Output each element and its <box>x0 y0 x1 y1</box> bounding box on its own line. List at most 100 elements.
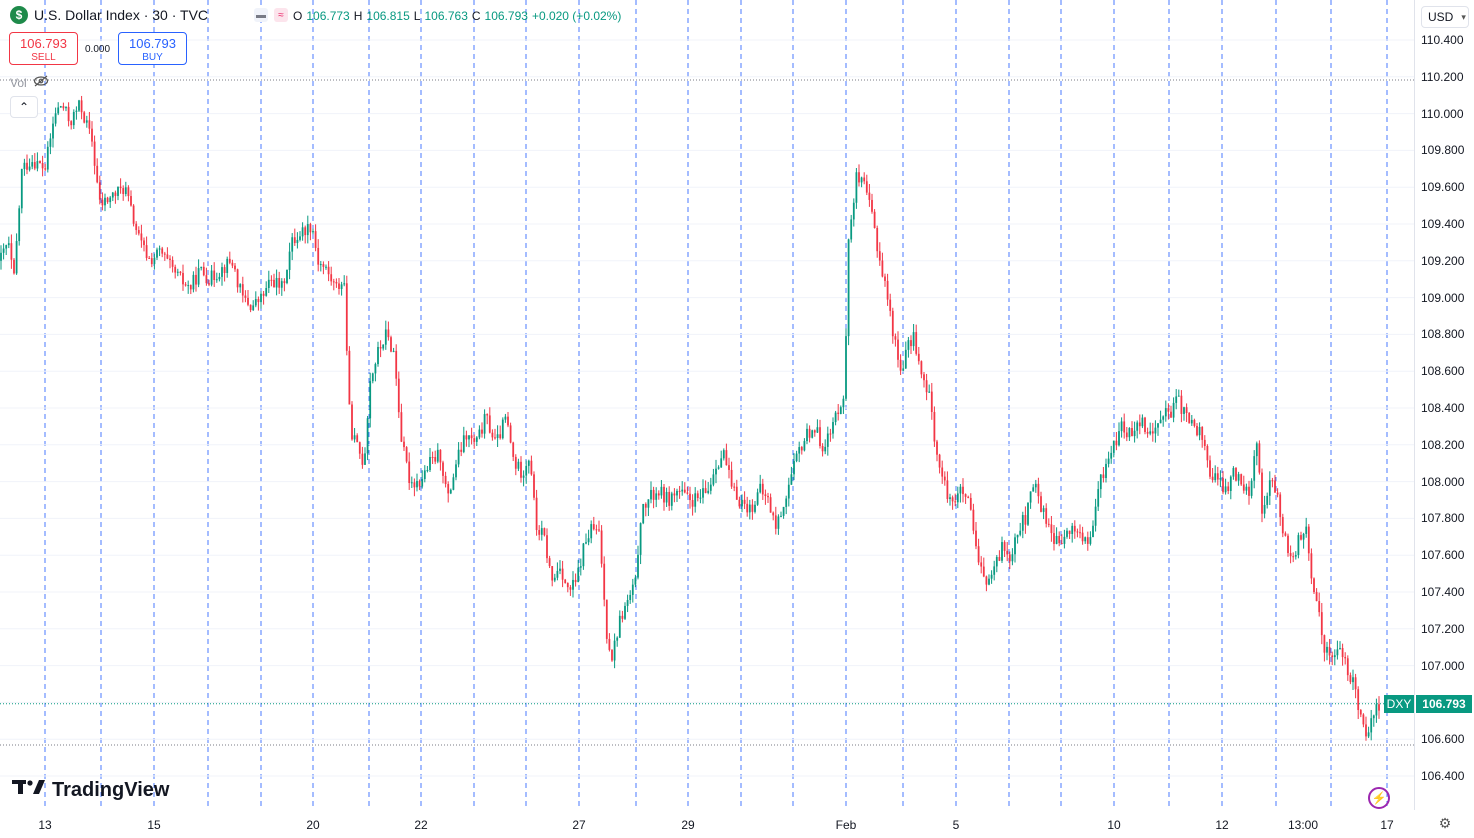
candle-body <box>1131 428 1133 437</box>
currency-label: USD <box>1428 10 1454 24</box>
candle-body <box>179 271 182 273</box>
candle-body <box>582 543 585 567</box>
candle-body <box>998 557 1001 561</box>
candle-body <box>460 449 463 452</box>
candle-body <box>956 493 959 503</box>
candle-body <box>1313 578 1315 593</box>
candle-body <box>410 482 413 484</box>
candle-body <box>642 503 645 524</box>
time-axis[interactable]: 13 15 20 22 27 29 Feb 5 10 12 13:00 17 <box>0 810 1414 838</box>
candle-body <box>418 480 421 487</box>
candle-body <box>897 339 899 360</box>
grid-layer <box>0 0 1414 810</box>
candle-body <box>811 430 814 438</box>
candle-body <box>730 469 733 487</box>
candle-body <box>1222 478 1224 493</box>
candle-body <box>798 447 801 454</box>
symbol-legend[interactable]: $ U.S. Dollar Index · 30 · TVC ▬ ≈ <box>10 6 289 24</box>
candle-body <box>1196 425 1198 436</box>
candle-body <box>595 529 598 531</box>
eye-hidden-icon[interactable] <box>33 75 49 90</box>
candle-body <box>475 437 478 442</box>
candle-body <box>239 284 242 288</box>
price-tick-label: 109.600 <box>1421 180 1465 195</box>
dollar-icon: $ <box>10 6 28 24</box>
candle-body <box>205 275 208 284</box>
candle-body <box>1266 495 1269 505</box>
candle-body <box>496 434 499 438</box>
candle-body <box>374 364 377 374</box>
series-toggle-icon[interactable]: ▬ <box>254 8 269 22</box>
candle-body <box>782 506 785 516</box>
candle-body <box>436 449 439 462</box>
candle-body <box>806 428 808 442</box>
candle-body <box>704 488 707 493</box>
candle-body <box>267 279 270 289</box>
chevron-down-icon: ▾ <box>1461 11 1466 22</box>
candle-body <box>23 162 26 170</box>
candle-body <box>200 266 203 269</box>
chart-plot-area[interactable] <box>0 0 1414 810</box>
gear-icon[interactable]: ⚙ <box>1438 815 1452 831</box>
sell-button[interactable]: 106.793 SELL <box>9 32 78 65</box>
compare-icon[interactable]: ≈ <box>274 8 289 22</box>
candle-body <box>1008 554 1011 562</box>
candle-body <box>1123 421 1126 433</box>
last-price-tag: 106.793 <box>1416 695 1472 713</box>
candle-body <box>1240 474 1243 485</box>
candle-body <box>213 270 216 280</box>
candle-body <box>663 486 665 503</box>
candle-body <box>1302 533 1305 540</box>
candle-body <box>712 474 715 485</box>
candle-body <box>1086 537 1089 544</box>
buy-button[interactable]: 106.793 BUY <box>118 32 187 65</box>
candle-body <box>163 253 166 255</box>
tradingview-logo[interactable]: TradingView <box>12 778 169 802</box>
candle-body <box>1274 480 1276 493</box>
candle-body <box>148 257 151 259</box>
candle-body <box>1097 489 1100 507</box>
candle-body <box>413 482 416 488</box>
symbol-title[interactable]: U.S. Dollar Index · 30 · TVC <box>34 7 209 23</box>
candle-body <box>1014 537 1016 555</box>
candle-body <box>741 499 743 507</box>
collapse-legend-button[interactable]: ⌃ <box>10 96 38 118</box>
volume-indicator[interactable]: Vol <box>10 75 49 90</box>
candle-body <box>470 435 473 439</box>
candle-body <box>1341 648 1344 658</box>
candle-body <box>462 435 465 452</box>
candle-body <box>197 268 200 285</box>
lightning-icon[interactable]: ⚡ <box>1368 787 1390 809</box>
candle-body <box>1151 431 1154 434</box>
candle-body <box>270 279 273 281</box>
candle-body <box>429 457 431 471</box>
candle-body <box>161 248 164 254</box>
candle-body <box>1162 416 1165 420</box>
price-axis[interactable]: USD ▾ 110.400 110.200 110.000 109.800 109.60… <box>1414 0 1474 810</box>
price-tick-label: 107.600 <box>1421 548 1465 563</box>
candle-body <box>426 470 429 472</box>
candle-body <box>566 582 569 588</box>
candle-body <box>572 579 574 590</box>
candle-body <box>499 434 502 439</box>
candle-body <box>556 570 559 578</box>
candlestick-chart[interactable] <box>0 0 1414 810</box>
candle-body <box>1092 525 1094 538</box>
candle-body <box>182 272 184 285</box>
candle-body <box>860 177 863 183</box>
candle-body <box>837 412 840 414</box>
candle-body <box>150 258 153 265</box>
candle-body <box>44 168 47 170</box>
candle-body <box>780 515 782 517</box>
candle-body <box>637 554 639 578</box>
candle-body <box>488 415 491 433</box>
candle-body <box>1185 407 1188 413</box>
candle-body <box>1297 535 1300 556</box>
buy-price: 106.793 <box>129 36 176 51</box>
candle-body <box>137 230 140 234</box>
currency-selector[interactable]: USD ▾ <box>1421 6 1469 28</box>
candle-body <box>449 489 452 494</box>
candle-body <box>340 284 343 290</box>
candle-body <box>1294 555 1297 557</box>
candle-body <box>153 257 156 265</box>
